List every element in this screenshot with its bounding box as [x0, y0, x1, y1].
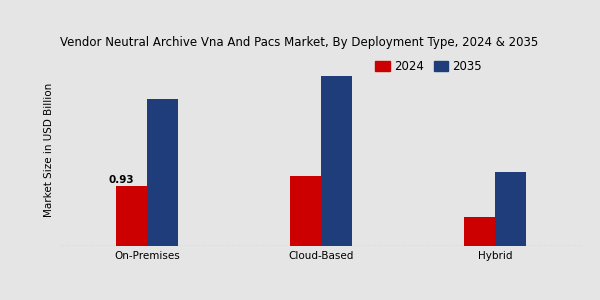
Bar — [290, 176, 321, 246]
Bar — [116, 187, 147, 246]
Legend: 2024, 2035: 2024, 2035 — [376, 60, 482, 73]
Bar — [321, 76, 352, 246]
Text: 0.93: 0.93 — [109, 175, 134, 184]
Bar — [495, 172, 526, 246]
Bar — [464, 217, 495, 246]
Y-axis label: Market Size in USD Billion: Market Size in USD Billion — [44, 83, 55, 217]
Bar — [147, 99, 178, 246]
Text: Vendor Neutral Archive Vna And Pacs Market, By Deployment Type, 2024 & 2035: Vendor Neutral Archive Vna And Pacs Mark… — [60, 36, 538, 49]
